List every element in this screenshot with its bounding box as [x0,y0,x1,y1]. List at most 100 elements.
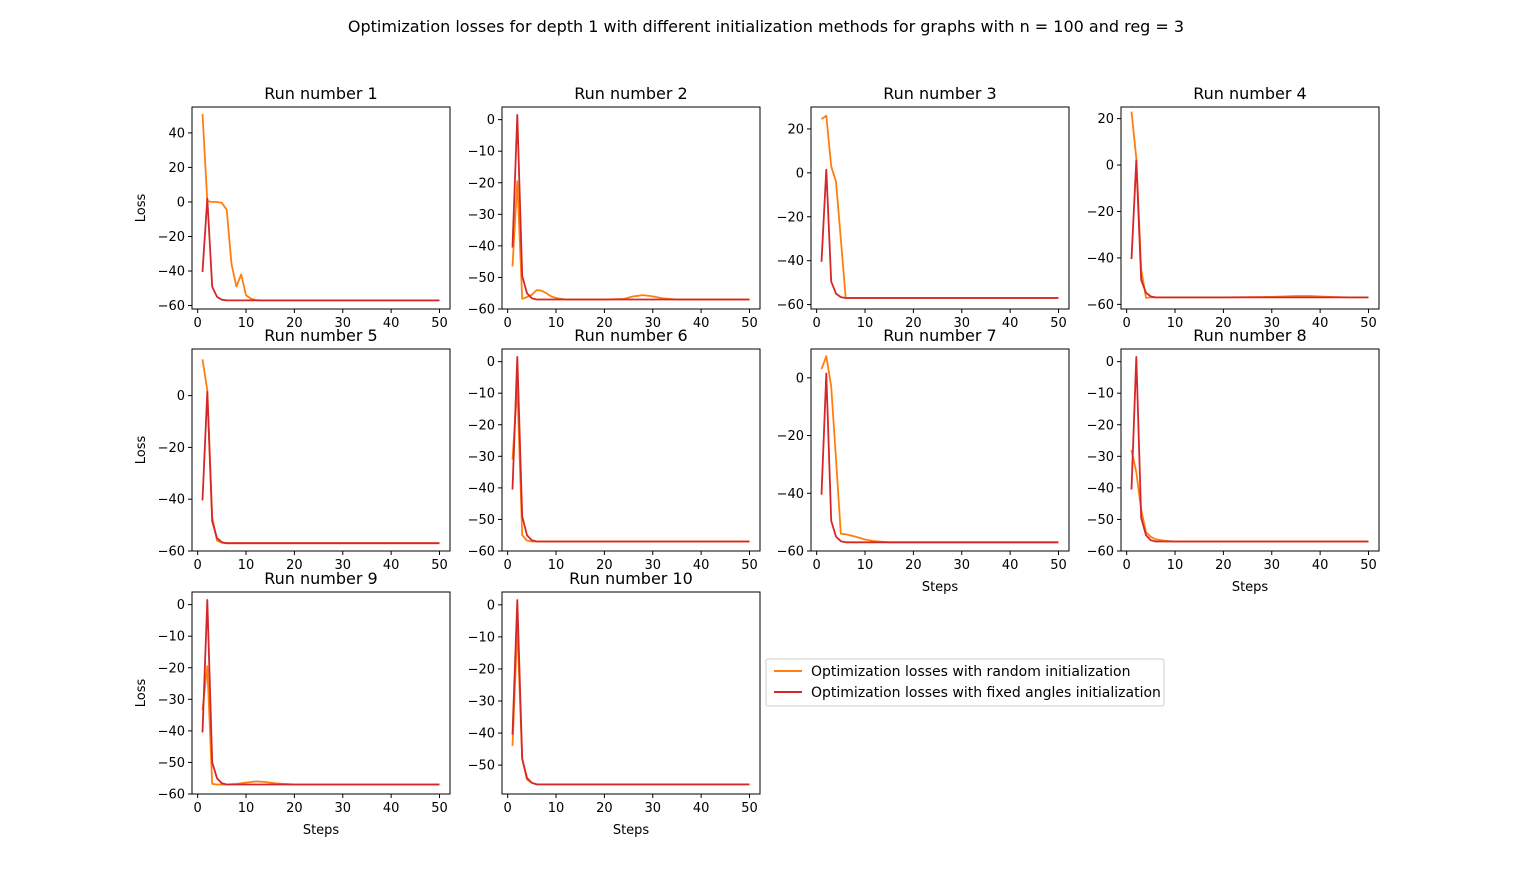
axes-frame [191,591,451,795]
series-fixed-line [820,372,1059,544]
x-tick-label: 20 [286,558,303,573]
y-tick-label: −40 [1087,251,1114,266]
x-axis-label: Steps [303,823,340,838]
y-tick-label: −20 [468,176,495,191]
y-tick-label: 0 [1106,355,1114,370]
series-fixed-line [201,390,440,545]
y-axis-label: Loss [134,436,149,465]
y-tick-label: 0 [177,389,185,404]
y-axis-label: Loss [134,194,149,223]
y-tick-label: −60 [1087,298,1114,313]
y-tick-label: 0 [796,166,804,181]
subplot-8: 0 10 20 30 40 50 −60 −50 −40 −30 −20 −10 0 Run number… [1087,326,1380,595]
x-tick-label: 50 [1050,558,1067,573]
y-tick-label: −20 [468,418,495,433]
x-tick-label: 20 [286,801,303,816]
x-tick-label: 0 [813,558,821,573]
x-tick-label: 30 [953,558,970,573]
y-tick-label: −40 [777,487,804,502]
series-fixed-line [1130,159,1369,299]
y-tick-label: 0 [487,113,495,128]
subplot-title: Run number 2 [574,84,687,103]
x-tick-label: 50 [431,801,448,816]
y-tick-label: −40 [468,239,495,254]
y-tick-label: −10 [468,145,495,160]
y-tick-label: 0 [487,355,495,370]
y-tick-label: −10 [468,630,495,645]
y-tick-label: −50 [468,513,495,528]
x-tick-label: 40 [383,316,400,331]
x-tick-label: 30 [953,316,970,331]
y-tick-label: 0 [796,371,804,386]
subplot-title: Run number 7 [883,326,996,345]
y-tick-label: −60 [468,303,495,318]
legend-box [765,658,1165,707]
x-tick-label: 0 [813,316,821,331]
y-tick-label: −20 [468,662,495,677]
y-tick-label: −10 [468,387,495,402]
x-tick-label: 10 [548,316,565,331]
x-tick-label: 10 [548,801,565,816]
x-tick-label: 30 [644,801,661,816]
x-tick-label: 30 [334,316,351,331]
y-tick-label: 0 [487,598,495,613]
y-tick-label: 0 [177,195,185,210]
x-tick-label: 0 [504,316,512,331]
x-tick-label: 30 [644,316,661,331]
series-fixed-line [201,599,440,786]
subplot-title: Run number 10 [569,569,693,588]
y-tick-label: −40 [468,481,495,496]
x-tick-label: 10 [238,316,255,331]
x-tick-label: 20 [1215,558,1232,573]
x-tick-label: 20 [286,316,303,331]
y-tick-label: 20 [1097,112,1114,127]
y-tick-label: −40 [468,727,495,742]
subplot-4: 0 10 20 30 40 50 −60 −40 −20 0 20 Run number 4 [1087,84,1380,331]
y-tick-label: 40 [168,126,185,141]
y-tick-label: −40 [1087,481,1114,496]
x-tick-label: 30 [334,558,351,573]
y-tick-label: 0 [1106,159,1114,174]
subplot-1: 0 10 20 30 40 50 −60 −40 −20 0 20 40 Run number 1 Los… [134,84,451,331]
x-tick-label: 40 [383,801,400,816]
y-tick-label: −50 [468,759,495,774]
y-tick-label: −60 [777,298,804,313]
y-tick-label: −20 [158,661,185,676]
y-tick-label: −60 [158,788,185,803]
y-tick-label: −10 [158,630,185,645]
y-tick-label: −30 [1087,450,1114,465]
x-tick-label: 40 [693,558,710,573]
x-tick-label: 50 [1050,316,1067,331]
x-tick-label: 40 [1002,558,1019,573]
x-tick-label: 30 [334,801,351,816]
x-tick-label: 50 [741,316,758,331]
axes-frame [501,591,761,795]
y-tick-label: 0 [177,598,185,613]
y-tick-label: −20 [1087,418,1114,433]
x-axis-label: Steps [1232,580,1269,595]
y-tick-label: −20 [158,441,185,456]
x-tick-label: 40 [1312,316,1329,331]
x-tick-label: 10 [857,316,874,331]
y-tick-label: −30 [468,450,495,465]
legend-label-fixed: Optimization losses with fixed angles in… [811,685,1161,701]
y-tick-label: −20 [777,429,804,444]
y-tick-label: −60 [468,545,495,560]
x-tick-label: 0 [194,558,202,573]
x-tick-label: 40 [693,801,710,816]
series-fixed-line [511,599,750,786]
y-tick-label: −20 [1087,205,1114,220]
x-tick-label: 0 [504,801,512,816]
y-tick-label: −30 [468,695,495,710]
x-tick-label: 50 [431,558,448,573]
subplot-title: Run number 4 [1193,84,1306,103]
y-tick-label: −20 [158,230,185,245]
subplot-9: 0 10 20 30 40 50 −60 −50 −40 −30 −20 −10 0 Run number… [134,569,451,838]
y-axis-label: Loss [134,679,149,708]
x-tick-label: 20 [1215,316,1232,331]
axes-frame [191,106,451,310]
axes-frame [501,106,761,310]
subplot-3: 0 10 20 30 40 50 −60 −40 −20 0 20 Run number 3 [777,84,1070,331]
x-tick-label: 50 [1360,558,1377,573]
subplot-title: Run number 3 [883,84,996,103]
